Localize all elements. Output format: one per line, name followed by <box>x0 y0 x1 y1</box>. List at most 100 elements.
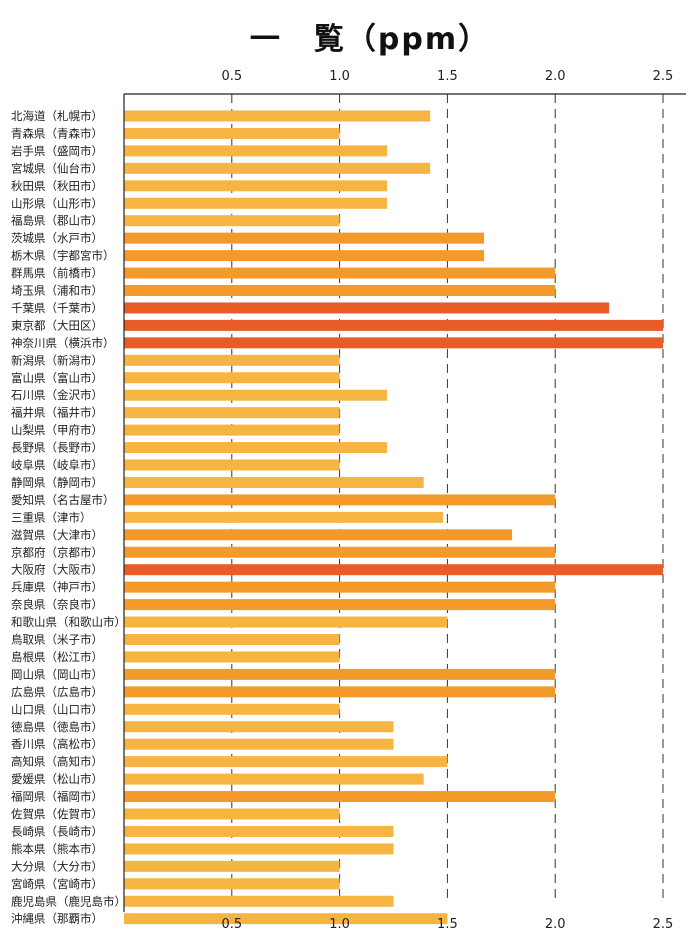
x-tick-label-top: 2.0 <box>545 69 566 84</box>
bar <box>124 511 444 523</box>
bar <box>124 808 340 820</box>
category-label: 新潟県（新潟市） <box>11 353 103 367</box>
x-tick-label-bottom: 1.0 <box>329 917 350 932</box>
x-tick-label-bottom: 2.0 <box>545 917 566 932</box>
category-label: 島根県（松江市） <box>11 650 103 664</box>
bar <box>124 878 340 890</box>
bar <box>124 407 340 419</box>
category-label: 京都府（京都市） <box>11 545 103 559</box>
category-label: 宮崎県（宮崎市） <box>11 877 103 891</box>
bar <box>124 599 556 611</box>
bar <box>124 354 340 366</box>
bar <box>124 285 556 296</box>
bar <box>124 319 663 331</box>
bar <box>124 389 388 401</box>
category-label: 青森県（青森市） <box>11 126 103 140</box>
bar <box>124 546 556 558</box>
x-tick-label-top: 2.5 <box>653 69 674 84</box>
bar <box>124 756 448 768</box>
bar <box>124 232 485 244</box>
category-label: 沖縄県（那覇市） <box>11 912 103 926</box>
category-label: 茨城県（水戸市） <box>11 231 103 245</box>
bar <box>124 267 556 279</box>
x-tick-label-bottom: 0.5 <box>221 917 242 932</box>
bar <box>124 791 556 803</box>
bar <box>124 738 394 750</box>
bar <box>124 651 340 663</box>
category-label: 佐賀県（佐賀市） <box>11 807 103 821</box>
category-label: 鳥取県（米子市） <box>11 633 103 647</box>
category-label: 群馬県（前橋市） <box>11 266 103 280</box>
category-label: 大阪府（大阪市） <box>11 563 103 577</box>
bar <box>124 703 340 715</box>
category-label: 高知県（高知市） <box>11 755 103 769</box>
category-label: 滋賀県（大津市） <box>11 528 103 542</box>
bar <box>124 442 388 454</box>
bar <box>124 721 394 733</box>
bar <box>124 895 394 907</box>
bar <box>124 843 394 855</box>
category-label: 福島県（郡山市） <box>11 214 103 228</box>
category-label: 山口県（山口市） <box>11 702 103 716</box>
category-label: 埼玉県（浦和市） <box>11 284 103 298</box>
category-label: 愛媛県（松山市） <box>11 772 103 786</box>
category-label: 三重県（津市） <box>11 510 92 524</box>
bar <box>124 773 424 785</box>
category-label: 大分県（大分市） <box>11 859 103 873</box>
category-label: 神奈川県（横浜市） <box>11 336 115 350</box>
category-label: 千葉県（千葉市） <box>11 301 103 315</box>
bar <box>124 145 388 157</box>
category-label: 岐阜県（岐阜市） <box>11 458 103 472</box>
category-label: 広島県（広島市） <box>11 685 103 699</box>
category-label: 岡山県（岡山市） <box>11 667 103 681</box>
bar <box>124 215 340 227</box>
chart-title: 一 覧（ppm） <box>249 22 491 57</box>
bar <box>124 668 556 680</box>
bar <box>124 860 340 872</box>
category-label: 奈良県（奈良市） <box>11 598 103 612</box>
category-label: 福井県（福井市） <box>11 406 103 420</box>
x-tick-label-bottom: 2.5 <box>653 917 674 932</box>
category-label: 石川県（金沢市） <box>11 388 103 402</box>
category-label: 秋田県（秋田市） <box>11 179 103 193</box>
bar <box>124 686 556 698</box>
bar <box>124 337 663 349</box>
category-label: 宮城県（仙台市） <box>11 161 103 175</box>
category-label: 徳島県（徳島市） <box>11 720 103 734</box>
bar <box>124 110 431 122</box>
bar <box>124 581 556 593</box>
category-label: 長崎県（長崎市） <box>11 824 103 838</box>
category-label: 山梨県（甲府市） <box>11 423 103 437</box>
category-label: 鹿児島県（鹿児島市） <box>11 894 126 908</box>
category-label: 北海道（札幌市） <box>11 109 103 123</box>
bar <box>124 372 340 384</box>
category-label: 熊本県（熊本市） <box>11 842 103 856</box>
category-label: 長野県（長野市） <box>11 441 103 455</box>
category-label: 静岡県（静岡市） <box>11 475 103 489</box>
category-label: 愛知県（名古屋市） <box>11 493 115 507</box>
x-tick-label-bottom: 1.5 <box>437 917 458 932</box>
bar <box>124 424 340 436</box>
bar <box>124 913 448 925</box>
bar <box>124 494 556 506</box>
bar <box>124 127 340 139</box>
bar <box>124 459 340 471</box>
bar <box>124 529 513 541</box>
category-label: 福岡県（福岡市） <box>11 790 103 804</box>
bar <box>124 634 340 645</box>
x-tick-label-top: 1.5 <box>437 69 458 84</box>
category-label: 和歌山県（和歌山市） <box>11 615 126 629</box>
category-label: 富山県（富山市） <box>11 371 103 385</box>
category-label: 兵庫県（神戸市） <box>11 580 103 594</box>
category-label: 岩手県（盛岡市） <box>11 144 103 158</box>
category-label: 栃木県（宇都宮市） <box>11 249 115 263</box>
bar <box>124 825 394 837</box>
bar <box>124 162 431 174</box>
bar <box>124 197 388 209</box>
bar <box>124 476 424 488</box>
bar <box>124 180 388 192</box>
bar <box>124 616 448 628</box>
bar <box>124 302 610 314</box>
axes: 0.5 0.5 1.0 1.0 1.5 1.5 2.0 2.0 2.5 2.5 <box>123 69 686 932</box>
